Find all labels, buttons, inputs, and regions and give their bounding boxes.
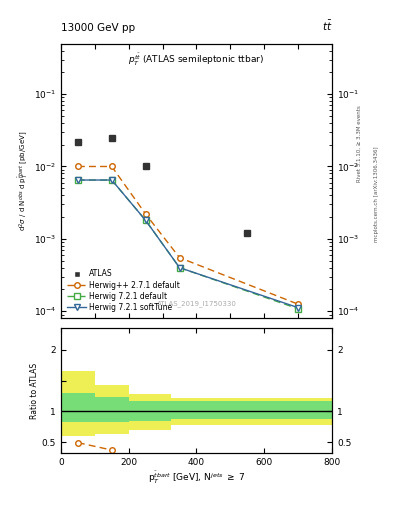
X-axis label: p$^{\bar{t}bar{t}}_{T}$ [GeV], N$^{jets}$ $\geq$ 7: p$^{\bar{t}bar{t}}_{T}$ [GeV], N$^{jets}… [147, 470, 246, 486]
Text: Rivet 3.1.10, ≥ 3.3M events: Rivet 3.1.10, ≥ 3.3M events [357, 105, 362, 182]
Text: ATLAS_2019_I1750330: ATLAS_2019_I1750330 [156, 301, 237, 307]
Y-axis label: d$^2\sigma$ / d N$^{obs}$ d p$^{\bar{t}bar{t}}_{T}$ [pb/GeV]: d$^2\sigma$ / d N$^{obs}$ d p$^{\bar{t}b… [17, 131, 31, 231]
Text: mcplots.cern.ch [arXiv:1306.3436]: mcplots.cern.ch [arXiv:1306.3436] [374, 147, 379, 242]
Text: $p_T^{t\bar{t}}$ (ATLAS semileptonic ttbar): $p_T^{t\bar{t}}$ (ATLAS semileptonic ttb… [129, 52, 264, 68]
Text: 13000 GeV pp: 13000 GeV pp [61, 23, 135, 33]
Y-axis label: Ratio to ATLAS: Ratio to ATLAS [30, 362, 39, 419]
Text: $t\bar{t}$: $t\bar{t}$ [321, 19, 332, 33]
Legend: ATLAS, Herwig++ 2.7.1 default, Herwig 7.2.1 default, Herwig 7.2.1 softTune: ATLAS, Herwig++ 2.7.1 default, Herwig 7.… [65, 267, 182, 314]
